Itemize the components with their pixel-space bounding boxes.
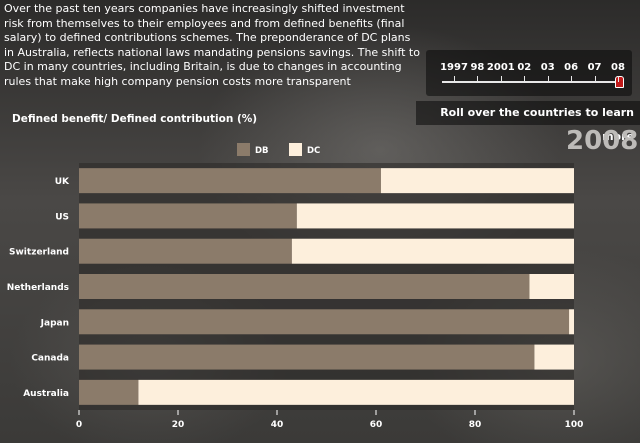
category-label-japan[interactable]: Japan xyxy=(40,318,69,328)
bar-dc-us[interactable] xyxy=(296,203,574,229)
x-tick-label: 100 xyxy=(565,420,584,430)
bar-db-canada[interactable] xyxy=(79,344,535,370)
category-label-australia[interactable]: Australia xyxy=(23,389,69,399)
timeline-year-07[interactable]: 07 xyxy=(587,62,602,73)
timeline-year-08[interactable]: 08 xyxy=(611,62,625,73)
bar-db-netherlands[interactable] xyxy=(79,274,530,299)
bar-dc-uk[interactable] xyxy=(380,168,574,194)
timeline-year-1997[interactable]: 1997 xyxy=(440,62,468,73)
timeline-tick xyxy=(477,76,479,82)
timeline-year-02[interactable]: 02 xyxy=(517,62,532,73)
year-timeline[interactable]: 1997 98 2001 02 03 06 07 08 xyxy=(426,50,632,96)
timeline-tick xyxy=(547,76,549,82)
timeline-track xyxy=(442,81,622,83)
timeline-tick xyxy=(571,76,573,82)
bar-db-japan[interactable] xyxy=(79,309,570,335)
bar-db-uk[interactable] xyxy=(79,168,381,194)
bar-db-switzerland[interactable] xyxy=(79,238,292,264)
timeline-year-2001[interactable]: 2001 xyxy=(486,62,515,73)
timeline-tick xyxy=(618,76,619,82)
x-tick-label: 60 xyxy=(370,420,383,430)
timeline-tick xyxy=(524,76,526,82)
bar-db-australia[interactable] xyxy=(79,379,139,405)
chart-title: Defined benefit/ Defined contribution (%… xyxy=(12,113,258,125)
bar-dc-australia[interactable] xyxy=(138,379,574,405)
category-label-canada[interactable]: Canada xyxy=(31,354,69,364)
bar-dc-canada[interactable] xyxy=(534,344,574,370)
category-label-netherlands[interactable]: Netherlands xyxy=(7,283,69,293)
category-label-switzerland[interactable]: Switzerland xyxy=(9,248,69,258)
timeline-tick xyxy=(454,76,455,82)
bar-dc-japan[interactable] xyxy=(569,309,574,335)
timeline-handle[interactable] xyxy=(615,76,624,88)
category-label-uk[interactable]: UK xyxy=(55,177,70,187)
intro-text: Over the past ten years companies have i… xyxy=(4,2,420,88)
timeline-year-98[interactable]: 98 xyxy=(470,62,485,73)
legend-swatch-db xyxy=(237,143,250,156)
bar-dc-netherlands[interactable] xyxy=(529,274,574,299)
timeline-year-06[interactable]: 06 xyxy=(564,62,579,73)
x-tick-label: 20 xyxy=(172,420,185,430)
legend-swatch-dc xyxy=(289,143,302,156)
x-tick-label: 80 xyxy=(469,420,482,430)
category-label-us[interactable]: US xyxy=(55,212,69,222)
legend-label-db: DB xyxy=(255,146,269,156)
timeline-year-03[interactable]: 03 xyxy=(540,62,555,73)
timeline-tick xyxy=(500,76,502,82)
legend-label-dc: DC xyxy=(307,146,320,156)
bar-db-us[interactable] xyxy=(79,203,297,229)
bar-dc-switzerland[interactable] xyxy=(291,238,574,264)
rollover-hint: Roll over the countries to learn more xyxy=(416,101,640,143)
x-tick-label: 0 xyxy=(76,420,82,430)
selected-year-display: 2008 xyxy=(566,126,639,156)
timeline-tick xyxy=(594,76,596,82)
x-tick-label: 40 xyxy=(271,420,284,430)
